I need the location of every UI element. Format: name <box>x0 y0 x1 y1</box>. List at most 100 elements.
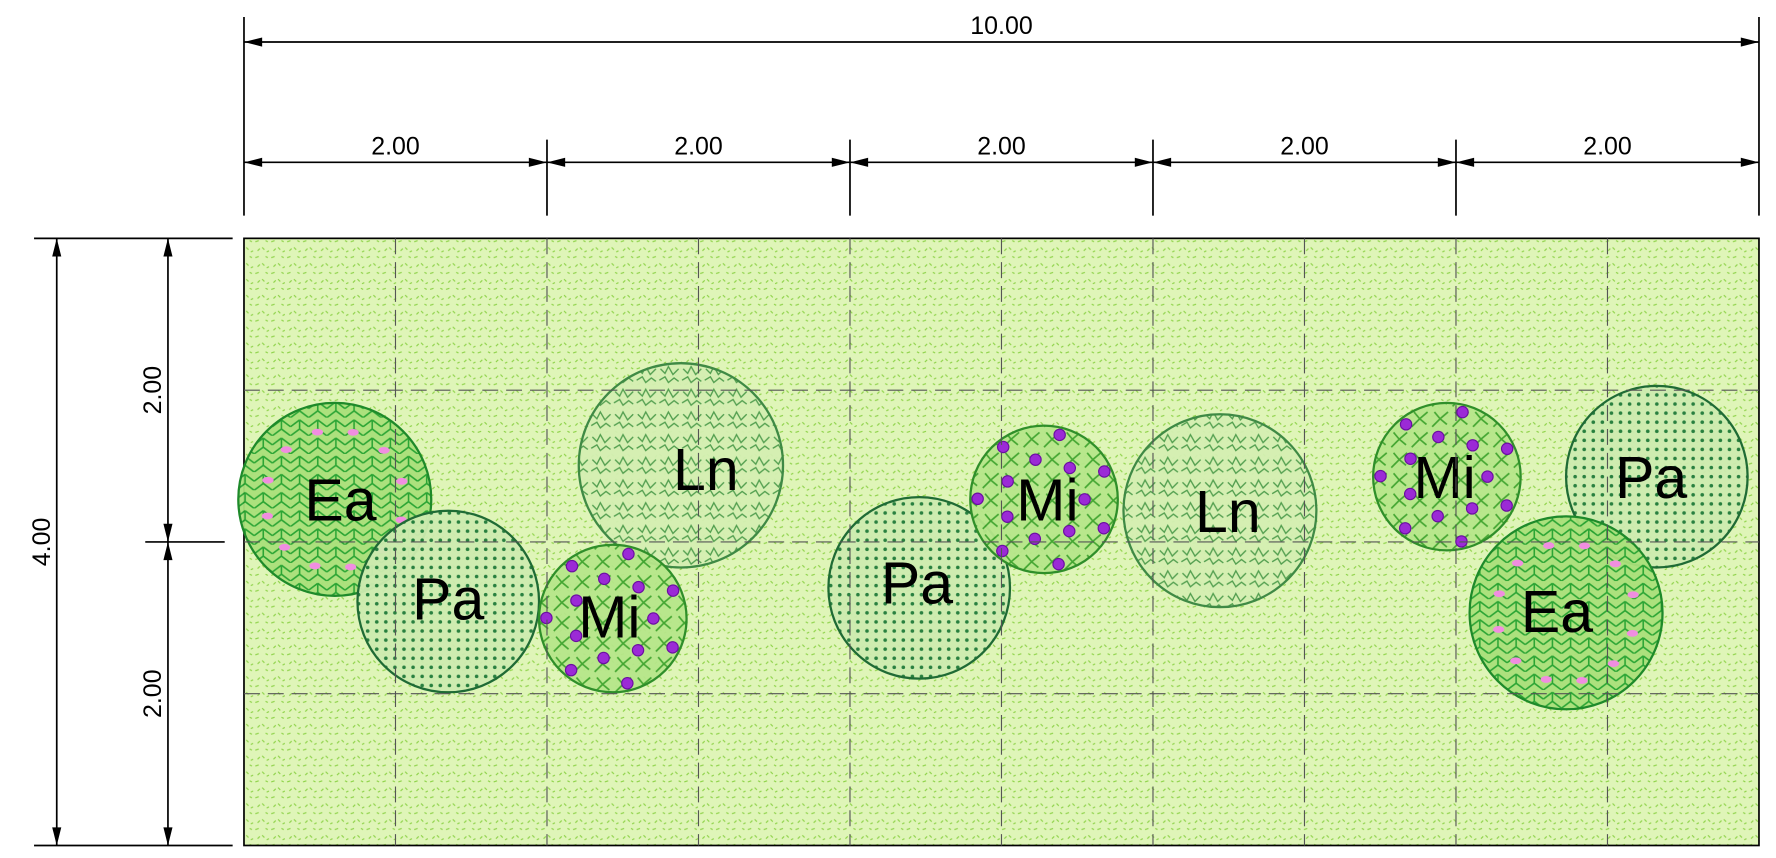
flower <box>1500 442 1514 456</box>
dimension-label: 2.00 <box>371 132 420 160</box>
flower <box>1001 510 1014 523</box>
arrowhead <box>52 238 62 257</box>
flower <box>344 563 357 571</box>
flower <box>1609 560 1621 568</box>
flower <box>1098 465 1111 478</box>
flower <box>570 594 583 607</box>
plant-label: Mi <box>1016 468 1078 534</box>
arrowhead <box>528 157 547 167</box>
flower <box>378 446 390 454</box>
flower <box>1456 405 1469 419</box>
arrowhead <box>1740 37 1759 47</box>
flower <box>1465 502 1479 515</box>
flower <box>1481 470 1494 483</box>
flower <box>278 543 291 551</box>
arrowhead <box>1134 157 1153 167</box>
plant-label: Ln <box>1195 479 1261 545</box>
flower <box>971 492 984 506</box>
flower <box>1063 524 1076 538</box>
plant-label: Ln <box>673 437 739 503</box>
plant-mi <box>969 424 1119 575</box>
flower <box>666 641 679 654</box>
plant-pa <box>356 509 541 694</box>
arrowhead <box>1740 157 1759 167</box>
flower <box>569 629 583 643</box>
flower <box>996 440 1010 454</box>
flower <box>1432 430 1445 444</box>
arrowhead <box>1152 157 1172 167</box>
flower <box>1492 626 1505 633</box>
dimension-label: 2.00 <box>977 132 1026 160</box>
dimension-label: 2.00 <box>139 366 167 415</box>
flower <box>1404 452 1417 465</box>
flower <box>1627 591 1639 599</box>
plant-label: Pa <box>881 550 953 616</box>
flower <box>1078 493 1091 506</box>
arrowhead <box>1455 157 1475 167</box>
flower <box>597 651 610 665</box>
flower <box>1466 439 1479 452</box>
arrowhead <box>163 523 173 542</box>
plants-layer: Ea Pa Ln Mi Pa Mi Ln Mi Pa Ea <box>237 362 1749 711</box>
flower <box>1511 559 1524 567</box>
flower <box>1398 522 1412 535</box>
flower <box>622 547 635 561</box>
plant-label: Ea <box>304 468 376 534</box>
plant-label: Pa <box>1615 445 1687 511</box>
plant-mi <box>1372 401 1522 552</box>
arrowhead <box>163 238 173 257</box>
flower <box>1403 487 1417 501</box>
flower <box>1626 629 1639 637</box>
dimension-label: 2.00 <box>139 669 167 718</box>
arrowhead <box>163 827 173 846</box>
dimension-label: 10.00 <box>970 12 1032 40</box>
plant-label: Ea <box>1521 579 1593 645</box>
flower <box>647 612 660 625</box>
flower <box>347 428 359 436</box>
flower <box>632 580 645 594</box>
plant-label: Mi <box>578 585 640 651</box>
flower <box>996 544 1009 558</box>
flower <box>311 428 324 436</box>
flower <box>1028 532 1042 546</box>
flower <box>1053 428 1066 442</box>
flower <box>1052 557 1065 571</box>
arrowhead <box>243 157 263 167</box>
flower <box>598 572 611 586</box>
flower <box>666 584 680 597</box>
flower <box>1578 542 1591 550</box>
arrowhead <box>831 157 850 167</box>
flower <box>396 477 408 485</box>
arrowhead <box>52 827 62 846</box>
flower <box>1510 657 1522 665</box>
flower <box>1576 677 1588 684</box>
dimension-label: 2.00 <box>674 132 723 160</box>
plant-mi <box>537 543 688 694</box>
flower <box>1029 453 1042 466</box>
plant-ln <box>577 362 785 569</box>
flower <box>1607 660 1620 668</box>
flower <box>621 677 634 690</box>
flower <box>1399 418 1413 431</box>
dimension-label: 2.00 <box>1280 132 1329 160</box>
flower <box>1374 469 1387 483</box>
flower <box>1097 521 1111 535</box>
flower <box>261 512 274 520</box>
arrowhead <box>1437 157 1456 167</box>
flower <box>564 663 578 677</box>
flower <box>1543 542 1555 549</box>
flower <box>262 476 274 484</box>
flower <box>1431 509 1444 523</box>
flower <box>280 446 292 454</box>
flower <box>631 644 645 657</box>
plant-ln <box>1122 413 1318 609</box>
flower <box>1001 475 1014 488</box>
dimension-label: 2.00 <box>1583 132 1632 160</box>
arrowhead <box>546 157 566 167</box>
arrowhead <box>849 157 869 167</box>
flower <box>1540 676 1552 683</box>
flower <box>1063 461 1077 475</box>
flower <box>1500 499 1513 512</box>
arrowhead <box>163 541 173 561</box>
